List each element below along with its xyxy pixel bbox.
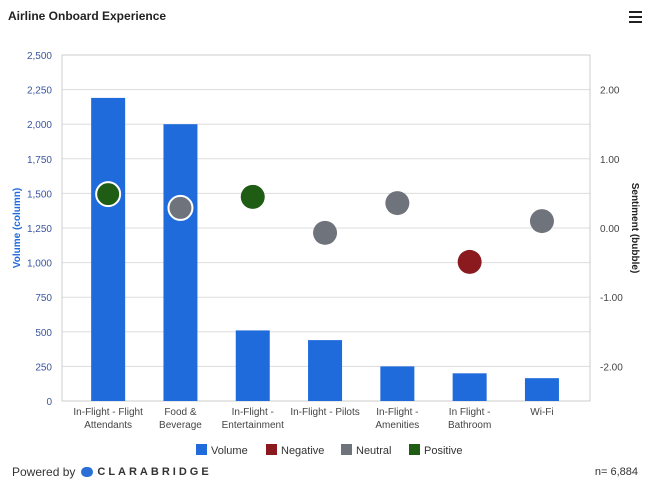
legend-item-neutral[interactable]: Neutral xyxy=(356,445,391,457)
logo-icon xyxy=(81,467,94,477)
footer: Powered by CLARABRIDGE xyxy=(12,465,212,479)
y-tick-label: 750 xyxy=(35,293,52,304)
x-tick-label: In-Flight - Pilots xyxy=(290,407,359,418)
bubble-positive[interactable] xyxy=(95,181,122,208)
y-tick-label: 2,500 xyxy=(27,51,52,62)
y-tick-label: 1,750 xyxy=(27,155,52,166)
bar[interactable] xyxy=(91,97,126,402)
y-tick-label: 2,250 xyxy=(27,86,52,97)
legend-item-positive[interactable]: Positive xyxy=(424,445,463,457)
bubble-neutral[interactable] xyxy=(529,209,554,234)
chart-title: Airline Onboard Experience xyxy=(8,9,167,23)
legend-swatch[interactable] xyxy=(266,444,277,455)
bar[interactable] xyxy=(452,373,487,401)
x-tick-label: In-Flight -Entertainment xyxy=(222,407,284,431)
legend-swatch[interactable] xyxy=(409,444,420,455)
x-tick-label: In-Flight -Amenities xyxy=(375,407,419,431)
x-tick-label: In Flight -Bathroom xyxy=(448,407,491,431)
legend-item-volume[interactable]: Volume xyxy=(211,445,248,457)
y2-axis-title: Sentiment (bubble) xyxy=(629,183,640,274)
y2-tick-label: -1.00 xyxy=(600,293,623,304)
bar[interactable] xyxy=(380,366,415,401)
y-tick-label: 1,500 xyxy=(27,189,52,200)
bubble-neutral[interactable] xyxy=(313,220,338,245)
y-tick-label: 250 xyxy=(35,362,52,373)
bar[interactable] xyxy=(308,340,343,401)
y2-tick-label: 0.00 xyxy=(600,224,620,235)
y2-tick-label: -2.00 xyxy=(600,362,623,373)
y-tick-label: 0 xyxy=(46,397,52,408)
powered-by: Powered by xyxy=(12,465,76,479)
y-tick-label: 1,000 xyxy=(27,259,52,270)
x-tick-label: In-Flight - Flight Attendants xyxy=(73,407,143,431)
bar[interactable] xyxy=(163,124,198,401)
bubble-neutral[interactable] xyxy=(385,191,410,216)
y-axis-title: Volume (column) xyxy=(12,188,23,268)
bubble-negative[interactable] xyxy=(457,249,482,274)
legend-swatch[interactable] xyxy=(196,444,207,455)
bubble-positive[interactable] xyxy=(240,184,265,209)
legend-item-negative[interactable]: Negative xyxy=(281,445,324,457)
legend-swatch[interactable] xyxy=(341,444,352,455)
menu-icon[interactable] xyxy=(629,11,642,26)
y2-tick-label: 2.00 xyxy=(600,86,620,97)
y-tick-label: 500 xyxy=(35,328,52,339)
y2-tick-label: 1.00 xyxy=(600,155,620,166)
bubble-neutral[interactable] xyxy=(167,194,194,221)
y-tick-label: 1,250 xyxy=(27,224,52,235)
sample-size: n= 6,884 xyxy=(594,466,638,478)
x-tick-label: Wi-Fi xyxy=(530,407,553,418)
brand-logo: CLARABRIDGE xyxy=(81,466,211,478)
bar[interactable] xyxy=(235,330,270,401)
bar[interactable] xyxy=(524,378,559,401)
x-tick-label: Food & Beverage xyxy=(159,407,202,431)
y-tick-label: 2,000 xyxy=(27,120,52,131)
